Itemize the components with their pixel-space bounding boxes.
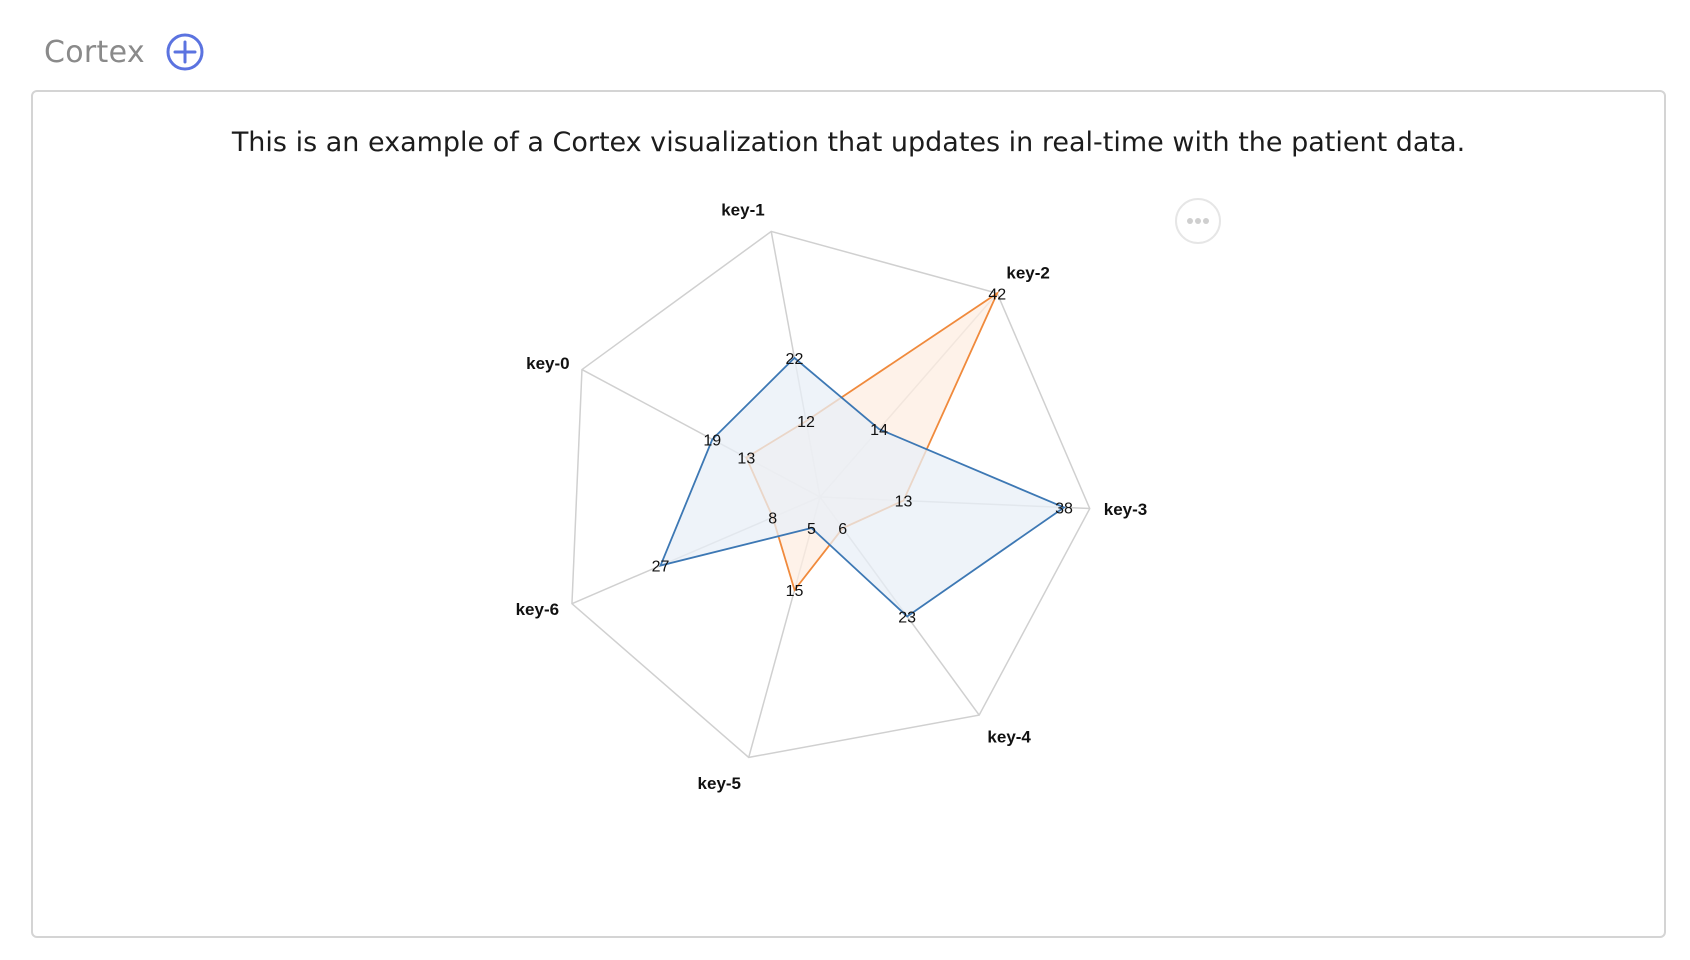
value-label-s0-key-6: 27 xyxy=(652,559,670,576)
value-label-s0-key-2: 14 xyxy=(870,422,888,439)
card-description: This is an example of a Cortex visualiza… xyxy=(231,127,1466,158)
value-label-s1-key-2: 42 xyxy=(988,286,1006,303)
value-label-s1-key-4: 6 xyxy=(838,521,847,538)
value-label-s0-key-3: 38 xyxy=(1055,500,1073,517)
radar-series-0 xyxy=(659,356,1066,618)
more-options-button[interactable] xyxy=(1175,198,1221,244)
radar-axis-labels: key-0 key-1 key-2 key-3 key-4 key-5 key-6 xyxy=(516,201,1148,793)
axis-label-key-6: key-6 xyxy=(516,600,559,619)
value-label-s0-key-5: 5 xyxy=(807,521,816,538)
visualization-card: This is an example of a Cortex visualiza… xyxy=(31,90,1666,938)
plus-circle-icon xyxy=(166,33,204,71)
value-label-s1-key-3: 13 xyxy=(895,494,913,511)
ellipsis-icon xyxy=(1187,218,1209,224)
value-label-s1-key-1: 12 xyxy=(797,414,815,431)
axis-label-key-3: key-3 xyxy=(1104,500,1147,519)
radar-outer-ring xyxy=(571,230,1091,759)
value-label-s1-key-5: 15 xyxy=(786,583,804,600)
radar-series xyxy=(659,290,1066,618)
axis-label-key-4: key-4 xyxy=(987,727,1031,746)
value-label-s1-key-6: 8 xyxy=(768,510,777,527)
axis-label-key-2: key-2 xyxy=(1006,264,1049,283)
axis-label-key-5: key-5 xyxy=(698,774,741,793)
add-button[interactable] xyxy=(163,30,207,74)
axis-label-key-0: key-0 xyxy=(526,354,569,373)
value-label-s1-key-0: 13 xyxy=(737,451,755,468)
radar-value-labels: 19 22 14 38 23 5 27 13 12 42 13 6 15 8 xyxy=(652,286,1073,626)
section-title: Cortex xyxy=(44,34,145,70)
axis-label-key-1: key-1 xyxy=(721,201,764,220)
value-label-s0-key-4: 23 xyxy=(898,609,916,626)
section-header: Cortex xyxy=(44,30,207,74)
value-label-s0-key-1: 22 xyxy=(786,351,804,368)
value-label-s0-key-0: 19 xyxy=(703,432,721,449)
